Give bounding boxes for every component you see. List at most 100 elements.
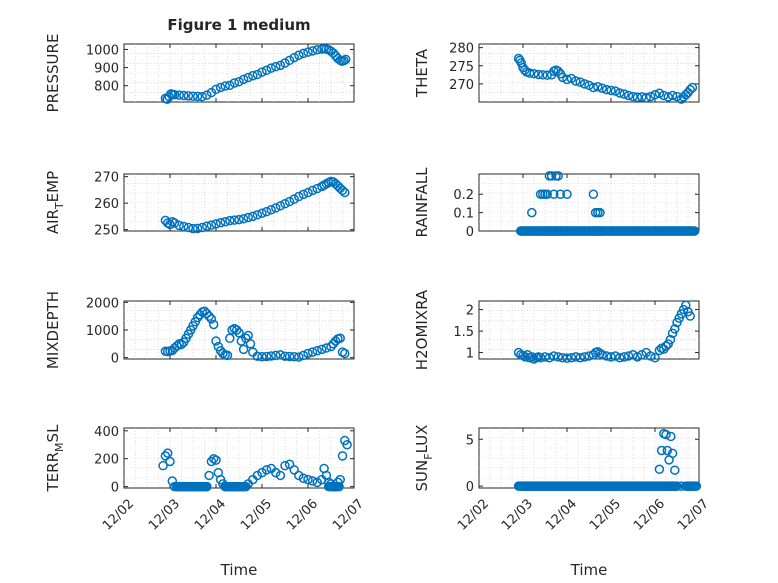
subplot-5: 0 1000 2000 MIXDEPTH	[44, 291, 355, 369]
x-tick-label: 12/03	[146, 496, 183, 533]
data-point	[666, 431, 676, 442]
data-point	[192, 223, 203, 234]
data-point	[294, 191, 304, 202]
data-point	[337, 185, 348, 196]
data-point	[606, 352, 616, 362]
data-point	[557, 352, 568, 363]
data-point	[619, 352, 629, 362]
data-point	[257, 352, 267, 362]
x-tick-label: 12/07	[330, 496, 367, 533]
data-point	[342, 439, 352, 450]
data-point	[665, 334, 676, 345]
data-point	[632, 352, 643, 362]
data-point	[257, 467, 267, 478]
data-point	[252, 351, 263, 361]
data-point	[520, 65, 530, 75]
data-point	[271, 350, 281, 361]
data-point	[650, 90, 660, 100]
data-point	[183, 222, 194, 233]
y-axis-label: THETA	[413, 48, 431, 98]
data-point	[229, 78, 240, 88]
y-tick-label: 0	[466, 480, 474, 495]
data-point	[321, 343, 332, 353]
data-point	[236, 336, 247, 346]
data-point	[553, 171, 563, 181]
y-axis-label: AIRTEMP	[44, 171, 66, 234]
data-point	[238, 214, 249, 224]
data-point	[238, 74, 249, 85]
data-point	[588, 82, 599, 93]
x-tick-label: 12/04	[192, 496, 229, 533]
data-point	[176, 339, 187, 350]
data-point	[654, 88, 665, 99]
data-point	[261, 351, 272, 362]
y-axis-label: H2OMIXRA	[413, 289, 431, 370]
data-point	[637, 92, 647, 102]
data-point	[174, 90, 184, 100]
data-point	[284, 459, 295, 470]
y-axis-label-sub: M	[53, 442, 66, 452]
x-tick-label: 12/06	[631, 496, 668, 533]
subplot-6: 1 1.5 2 H2OMIXRA	[413, 289, 700, 370]
y-tick-label: 0.1	[453, 207, 474, 222]
data-point	[312, 477, 322, 488]
data-point	[208, 319, 219, 330]
data-point	[162, 448, 173, 458]
data-point	[524, 68, 535, 78]
data-point	[533, 69, 544, 80]
y-tick-label: 2	[466, 304, 474, 319]
data-point	[303, 47, 313, 57]
data-point	[685, 84, 695, 95]
data-point	[266, 351, 276, 361]
data-point	[169, 218, 180, 228]
y-tick-label: 1000	[86, 43, 119, 58]
x-tick-label: 12/03	[499, 496, 536, 533]
x-tick-label: 12/02	[100, 496, 137, 533]
data-point	[220, 81, 230, 91]
data-point	[298, 350, 309, 361]
data-point	[610, 351, 621, 361]
data-point	[271, 61, 281, 72]
data-point	[174, 220, 184, 231]
data-point	[516, 58, 526, 68]
data-point	[280, 351, 290, 361]
data-point	[542, 189, 552, 199]
data-point	[330, 336, 341, 346]
data-point	[689, 226, 699, 236]
y-axis-label-main: AIR	[44, 209, 62, 234]
y-axis-label: MIXDEPTH	[44, 291, 62, 369]
data-point	[597, 349, 607, 360]
data-point	[575, 77, 585, 87]
data-point	[645, 351, 656, 361]
data-point	[225, 333, 235, 344]
data-point	[615, 352, 625, 363]
data-point	[575, 352, 585, 363]
data-point	[546, 171, 557, 181]
y-tick-label: 270	[449, 78, 474, 93]
data-point	[661, 429, 671, 440]
data-point	[584, 80, 594, 91]
data-point	[197, 222, 207, 233]
data-point	[597, 83, 607, 93]
y-tick-label: 800	[94, 80, 119, 95]
data-point	[172, 341, 182, 351]
data-point	[670, 465, 680, 475]
y-axis-label: SUNFLUX	[413, 425, 435, 492]
data-point	[215, 82, 226, 93]
data-point	[294, 470, 304, 481]
data-point	[179, 90, 189, 101]
y-axis-label: TERRMSL	[44, 424, 66, 493]
y-tick-label: 900	[94, 62, 119, 77]
subplot-4: 0 0.1 0.2 RAINFALL	[413, 167, 700, 240]
data-point	[248, 211, 258, 222]
data-point	[234, 214, 244, 225]
data-point	[206, 456, 217, 467]
y-axis-label-sub: T	[53, 202, 66, 210]
data-point	[691, 481, 702, 491]
data-point	[284, 351, 295, 362]
data-point	[225, 80, 235, 91]
data-point	[628, 91, 638, 102]
data-point	[257, 208, 267, 218]
data-point	[339, 55, 349, 66]
